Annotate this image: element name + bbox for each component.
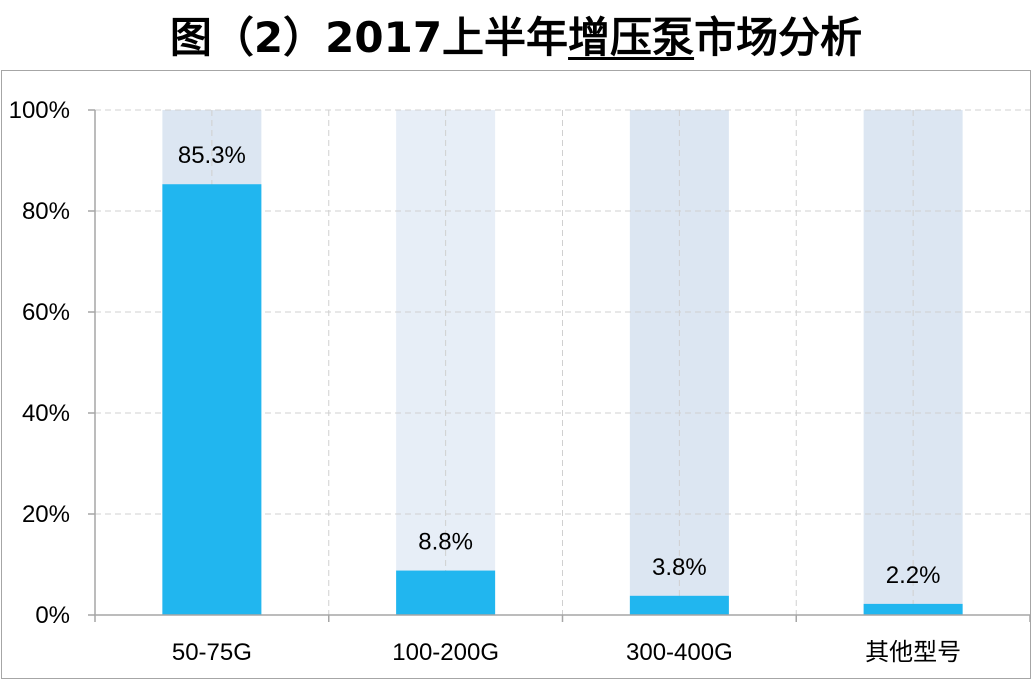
chart-frame	[1, 70, 1031, 679]
chart-title-suffix: 市场分析	[694, 13, 863, 62]
chart-title: 图（2）2017上半年增压泵市场分析	[0, 0, 1032, 76]
chart-title-prefix: 图（2）2017上半年	[169, 13, 569, 62]
chart-title-underlined: 增压泵	[568, 13, 695, 62]
